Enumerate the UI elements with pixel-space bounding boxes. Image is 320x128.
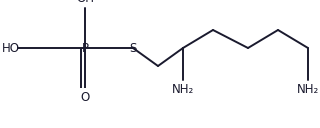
Text: OH: OH bbox=[76, 0, 94, 5]
Text: P: P bbox=[82, 41, 89, 55]
Text: O: O bbox=[80, 91, 90, 104]
Text: HO: HO bbox=[2, 41, 20, 55]
Text: NH₂: NH₂ bbox=[297, 83, 319, 96]
Text: S: S bbox=[129, 41, 137, 55]
Text: NH₂: NH₂ bbox=[172, 83, 194, 96]
